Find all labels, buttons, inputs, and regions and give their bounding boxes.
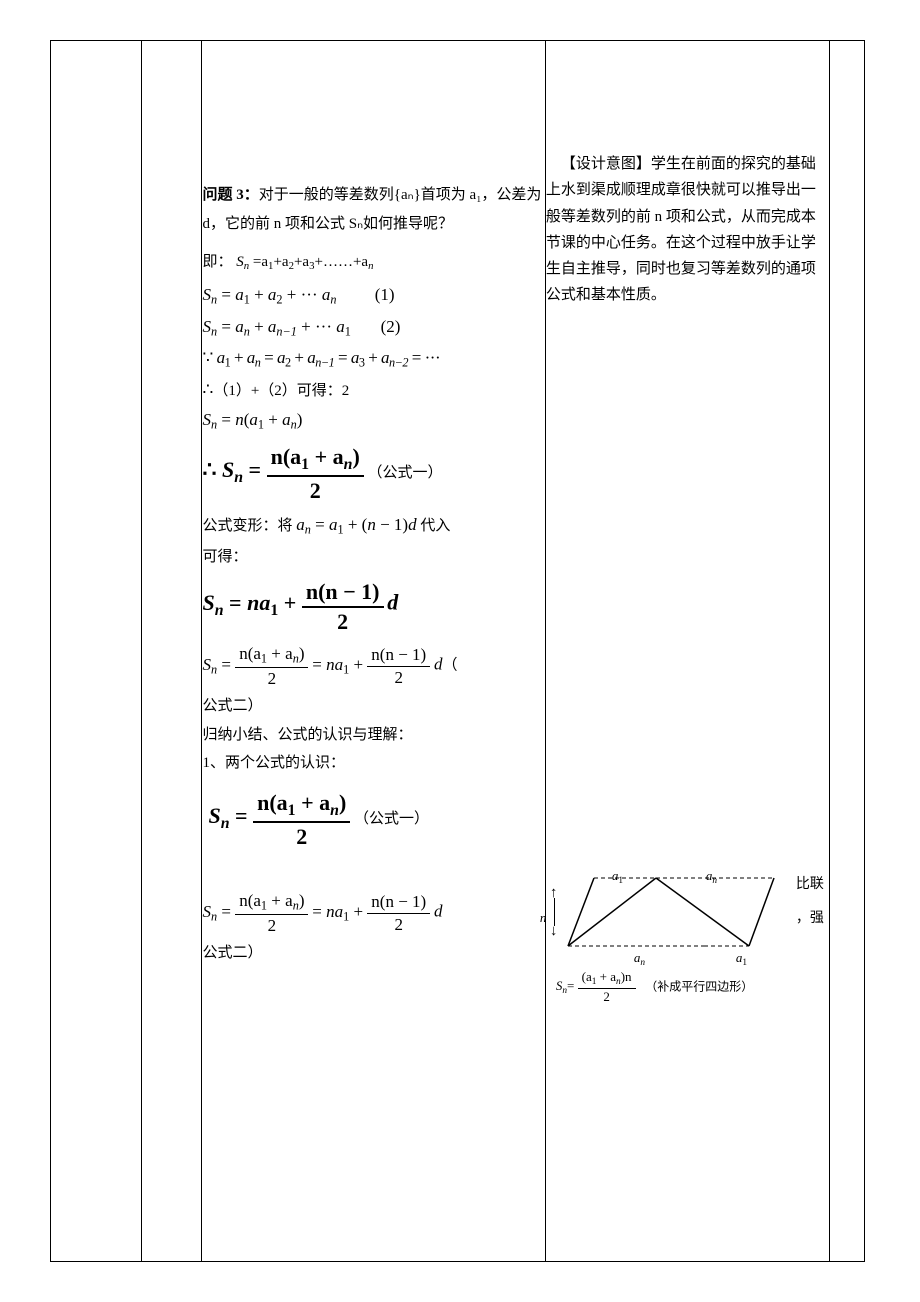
col-spare bbox=[829, 41, 864, 1262]
col-design-intent: 【设计意图】学生在前面的探究的基础上水到渠成顺理成章很快就可以推导出一般等差数列… bbox=[545, 41, 829, 1262]
frag-bilian: 比联 bbox=[796, 872, 824, 899]
eq1: Sn = a1 + a2 + ··· an (1) bbox=[202, 283, 544, 309]
n-arrow: ↑ ↓ bbox=[550, 888, 558, 937]
eq1-tag: (1) bbox=[375, 285, 395, 304]
summary1: 归纳小结、公式的认识与理解： bbox=[202, 721, 544, 750]
formula1b-note: （公式一） bbox=[354, 811, 429, 827]
q3-label: 问题 3： bbox=[202, 187, 258, 203]
eq2: Sn = an + an−1 + ··· a1 (2) bbox=[202, 315, 544, 341]
question-3: 问题 3：对于一般的等差数列{aₙ}首项为 a₁，公差为 d，它的前 n 项和公… bbox=[202, 181, 544, 238]
lesson-plan-table: 问题 3：对于一般的等差数列{aₙ}首项为 a₁，公差为 d，它的前 n 项和公… bbox=[50, 40, 865, 1262]
kede-line: 可得： bbox=[202, 543, 544, 572]
eq2-tag: (2) bbox=[381, 317, 401, 336]
summary2: 1、两个公式的认识： bbox=[202, 749, 544, 778]
formula-big: Sn = na1 + n(n − 1) 2 d bbox=[202, 579, 544, 634]
formula-1b: Sn = n(a1 + an) 2 （公式一） bbox=[202, 790, 544, 849]
trapezoid-diagram: 比联 ，强 a1 an an a1 bbox=[546, 866, 826, 1001]
therefore1-line: ∴∴（1）+（2）可得：2（1）+（2）可得：2 bbox=[202, 378, 544, 402]
diag-a1-bot: a1 bbox=[736, 946, 747, 973]
sum-eq: Sn = n(a1 + an) bbox=[202, 408, 544, 434]
formula-two: Sn = n(a1 + an) 2 = na1 + n(n − 1) 2 d（ bbox=[202, 644, 544, 688]
design-intent: 【设计意图】学生在前面的探究的基础上水到渠成顺理成章很快就可以推导出一般等差数列… bbox=[546, 151, 829, 309]
because-line: ∵ a1 + an = a2 + an−1 = a3 + an−2 = ··· bbox=[202, 346, 544, 372]
col-phase bbox=[51, 41, 142, 1262]
formula-1: ∴ Sn = n(a1 + an) 2 （公式一） bbox=[202, 444, 544, 503]
ji-label: 即： bbox=[202, 254, 232, 270]
parallelogram-svg bbox=[564, 866, 794, 961]
formula-two-after: 公式二） bbox=[202, 692, 544, 721]
col-teaching-content: 问题 3：对于一般的等差数列{aₙ}首项为 a₁，公差为 d，它的前 n 项和公… bbox=[202, 41, 545, 1262]
formula2b-after: 公式二） bbox=[202, 939, 544, 968]
formula-2b: Sn = n(a1 + an) 2 = na1 + n(n − 1) 2 d bbox=[202, 891, 544, 935]
ji-line: 即： Sn =a1+a2+a3+……+an bbox=[202, 248, 544, 277]
frag-qiang: ，强 bbox=[796, 906, 824, 933]
diag-an-top: an bbox=[706, 864, 717, 891]
transform-line: 公式变形：将 an = a1 + (n − 1)d 代入 bbox=[202, 513, 544, 539]
formula1-note: （公式一） bbox=[368, 465, 443, 481]
ji-formula: Sn =a1+a2+a3+……+an bbox=[236, 254, 373, 270]
diag-n: n bbox=[540, 906, 547, 931]
col-step bbox=[141, 41, 202, 1262]
diag-bottom-note: （补成平行四边形） bbox=[645, 979, 753, 993]
diag-a1-top: a1 bbox=[612, 864, 623, 891]
diag-bottom-formula: Sn= (a1 + an)n 2 （补成平行四边形） bbox=[556, 970, 753, 1005]
diag-an-bot: an bbox=[634, 946, 645, 973]
